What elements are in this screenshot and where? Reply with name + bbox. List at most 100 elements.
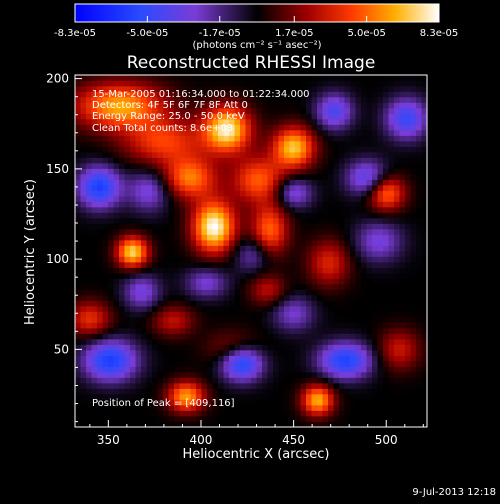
heatmap-cell bbox=[113, 289, 120, 296]
heatmap-cell bbox=[190, 124, 197, 131]
heatmap-cell bbox=[80, 240, 87, 246]
heatmap-cell bbox=[80, 322, 87, 329]
heatmap-cell bbox=[108, 80, 114, 87]
heatmap-cell bbox=[399, 75, 406, 81]
heatmap-cell bbox=[108, 168, 114, 175]
heatmap-cell bbox=[289, 185, 296, 191]
heatmap-cell bbox=[399, 284, 406, 290]
heatmap-cell bbox=[284, 212, 290, 219]
heatmap-cell bbox=[267, 322, 274, 329]
heatmap-cell bbox=[394, 251, 400, 257]
heatmap-cell bbox=[223, 300, 230, 307]
heatmap-cell bbox=[278, 300, 285, 307]
heatmap-cell bbox=[207, 108, 213, 114]
heatmap-cell bbox=[311, 410, 318, 417]
heatmap-cell bbox=[306, 421, 312, 427]
heatmap-cell bbox=[339, 350, 345, 356]
heatmap-cell bbox=[185, 113, 191, 120]
heatmap-cell bbox=[141, 372, 147, 378]
heatmap-cell bbox=[394, 267, 400, 274]
heatmap-cell bbox=[119, 141, 125, 147]
heatmap-cell bbox=[289, 394, 296, 400]
heatmap-cell bbox=[333, 399, 340, 406]
heatmap-cell bbox=[218, 141, 224, 147]
heatmap-cell bbox=[245, 152, 252, 158]
heatmap-cell bbox=[311, 80, 318, 87]
heatmap-cell bbox=[322, 300, 329, 307]
heatmap-cell bbox=[223, 339, 230, 345]
heatmap-cell bbox=[278, 306, 285, 312]
heatmap-cell bbox=[223, 218, 230, 224]
heatmap-cell bbox=[410, 388, 417, 395]
heatmap-cell bbox=[377, 388, 384, 395]
heatmap-cell bbox=[168, 130, 175, 136]
heatmap-cell bbox=[344, 201, 351, 208]
heatmap-cell bbox=[174, 190, 180, 197]
heatmap-cell bbox=[361, 366, 367, 373]
heatmap-cell bbox=[130, 119, 136, 125]
heatmap-cell bbox=[278, 372, 285, 378]
heatmap-cell bbox=[152, 245, 158, 252]
heatmap-cell bbox=[339, 306, 345, 312]
heatmap-cell bbox=[267, 278, 274, 285]
heatmap-cell bbox=[333, 377, 340, 384]
heatmap-cell bbox=[300, 289, 307, 296]
heatmap-cell bbox=[152, 361, 158, 367]
heatmap-cell bbox=[278, 350, 285, 356]
heatmap-cell bbox=[75, 163, 81, 169]
heatmap-cell bbox=[141, 86, 147, 92]
heatmap-cell bbox=[113, 405, 120, 411]
heatmap-cell bbox=[317, 267, 323, 274]
heatmap-cell bbox=[421, 234, 427, 241]
heatmap-cell bbox=[262, 97, 268, 103]
heatmap-cell bbox=[201, 333, 208, 340]
heatmap-cell bbox=[399, 245, 406, 252]
heatmap-cell bbox=[86, 190, 92, 197]
heatmap-cell bbox=[361, 146, 367, 153]
heatmap-cell bbox=[273, 361, 279, 367]
heatmap-cell bbox=[86, 141, 92, 147]
heatmap-cell bbox=[135, 366, 142, 373]
heatmap-cell bbox=[383, 157, 389, 164]
heatmap-cell bbox=[372, 201, 378, 208]
heatmap-cell bbox=[377, 185, 384, 191]
heatmap-cell bbox=[91, 168, 98, 175]
heatmap-cell bbox=[234, 273, 241, 279]
heatmap-cell bbox=[245, 256, 252, 263]
heatmap-cell bbox=[361, 135, 367, 142]
heatmap-cell bbox=[289, 207, 296, 213]
heatmap-cell bbox=[311, 223, 318, 230]
heatmap-cell bbox=[212, 124, 219, 131]
heatmap-cell bbox=[421, 344, 427, 351]
heatmap-cell bbox=[262, 284, 268, 290]
heatmap-cell bbox=[295, 113, 301, 120]
heatmap-cell bbox=[295, 196, 301, 202]
heatmap-cell bbox=[201, 135, 208, 142]
heatmap-cell bbox=[179, 262, 186, 268]
heatmap-cell bbox=[344, 135, 351, 142]
heatmap-cell bbox=[168, 190, 175, 197]
heatmap-cell bbox=[190, 152, 197, 158]
heatmap-cell bbox=[322, 350, 329, 356]
heatmap-cell bbox=[278, 410, 285, 417]
heatmap-cell bbox=[278, 212, 285, 219]
heatmap-cell bbox=[152, 372, 158, 378]
colorbar-tick-label: -1.7e-05 bbox=[199, 28, 241, 39]
heatmap-cell bbox=[229, 339, 235, 345]
heatmap-cell bbox=[86, 350, 92, 356]
heatmap-cell bbox=[124, 388, 131, 395]
heatmap-cell bbox=[130, 383, 136, 389]
footer-date: 9-Jul-2013 12:18 bbox=[412, 487, 496, 498]
heatmap-cell bbox=[284, 75, 290, 81]
heatmap-cell bbox=[152, 388, 158, 395]
heatmap-cell bbox=[339, 295, 345, 301]
heatmap-cell bbox=[267, 141, 274, 147]
heatmap-cell bbox=[97, 410, 103, 417]
heatmap-cell bbox=[317, 278, 323, 285]
heatmap-cell bbox=[135, 152, 142, 158]
heatmap-cell bbox=[394, 317, 400, 323]
heatmap-cell bbox=[135, 361, 142, 367]
heatmap-cell bbox=[91, 218, 98, 224]
heatmap-cell bbox=[135, 311, 142, 318]
heatmap-cell bbox=[399, 350, 406, 356]
